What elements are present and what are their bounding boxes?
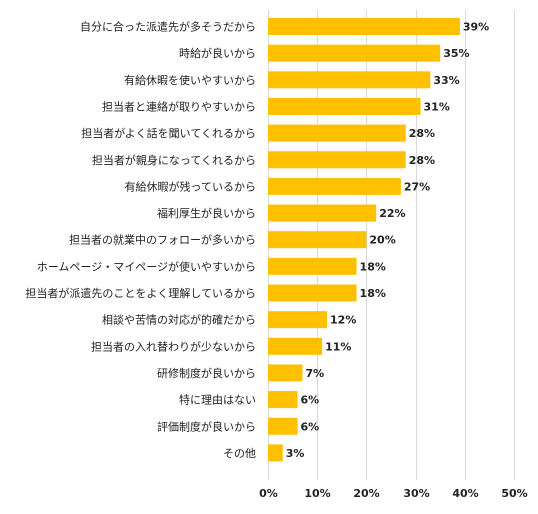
x-tick-label: 0% <box>259 487 278 500</box>
value-labels: 39% 35% 33% 31% 28% 28% 27% 22% 20% 18% 18% 12% 11% 7… <box>286 21 489 460</box>
category-label: 相談や苦情の対応が的確だから <box>102 313 256 327</box>
bar <box>268 284 357 302</box>
category-label: 時給が良いから <box>179 46 256 60</box>
data-label: 28% <box>409 127 435 140</box>
bar <box>268 257 357 275</box>
category-label: 担当者がよく話を聞いてくれるから <box>81 126 256 140</box>
category-label: 担当者が派遣先のことをよく理解しているから <box>25 286 256 300</box>
data-label: 27% <box>404 180 430 193</box>
category-label: 福利厚生が良いから <box>157 206 256 220</box>
bar <box>268 151 406 169</box>
bar <box>268 177 401 195</box>
data-label: 33% <box>433 74 459 87</box>
bar <box>268 18 460 35</box>
category-label: 研修制度が良いから <box>157 366 256 380</box>
category-label: 担当者が親身になってくれるから <box>92 153 256 167</box>
category-label: ホームページ・マイページが使いやすいから <box>37 259 256 273</box>
bar <box>268 444 283 462</box>
bar <box>268 124 406 142</box>
bar <box>268 311 328 329</box>
data-label: 35% <box>443 47 469 60</box>
category-label: 担当者の就業中のフォローが多いから <box>69 233 256 247</box>
bar <box>268 337 323 355</box>
x-tick-label: 10% <box>304 487 330 500</box>
bars <box>268 18 460 462</box>
data-label: 22% <box>379 207 405 220</box>
bar <box>268 231 367 249</box>
data-label: 18% <box>360 287 386 300</box>
data-label: 7% <box>305 367 324 380</box>
x-tick-label: 50% <box>501 487 527 500</box>
data-label: 18% <box>360 260 386 273</box>
bar <box>268 44 441 62</box>
data-label: 11% <box>325 340 351 353</box>
data-label: 6% <box>301 420 320 433</box>
category-label: 有給休暇を使いやすいから <box>124 73 256 87</box>
x-axis-tick-labels: 0% 10% 20% 30% 40% 50% <box>259 487 528 500</box>
bar <box>268 97 421 115</box>
data-label: 6% <box>301 394 320 407</box>
data-label: 39% <box>463 21 489 34</box>
data-label: 20% <box>369 234 395 247</box>
category-label: 特に理由はない <box>179 393 256 407</box>
category-label: 担当者の入れ替わりが少ないから <box>91 339 256 353</box>
x-tick-label: 30% <box>403 487 429 500</box>
category-label: 自分に合った派遣先が多そうだから <box>80 20 256 34</box>
bar <box>268 204 377 222</box>
category-label: 有給休暇が残っているから <box>125 179 256 193</box>
category-labels: 自分に合った派遣先が多そうだから時給が良いから有給休暇を使いやすいから担当者と連… <box>25 20 256 460</box>
bar <box>268 391 298 409</box>
x-tick-label: 20% <box>353 487 379 500</box>
data-label: 31% <box>424 100 450 113</box>
category-label: その他 <box>223 447 256 460</box>
data-label: 28% <box>409 154 435 167</box>
bar <box>268 417 298 435</box>
data-label: 12% <box>330 314 356 327</box>
data-label: 3% <box>286 447 305 460</box>
bar <box>268 364 303 382</box>
category-label: 評価制度が良いから <box>157 419 256 433</box>
bar <box>268 71 431 89</box>
category-label: 担当者と連絡が取りやすいから <box>102 99 256 113</box>
x-tick-label: 40% <box>452 487 478 500</box>
